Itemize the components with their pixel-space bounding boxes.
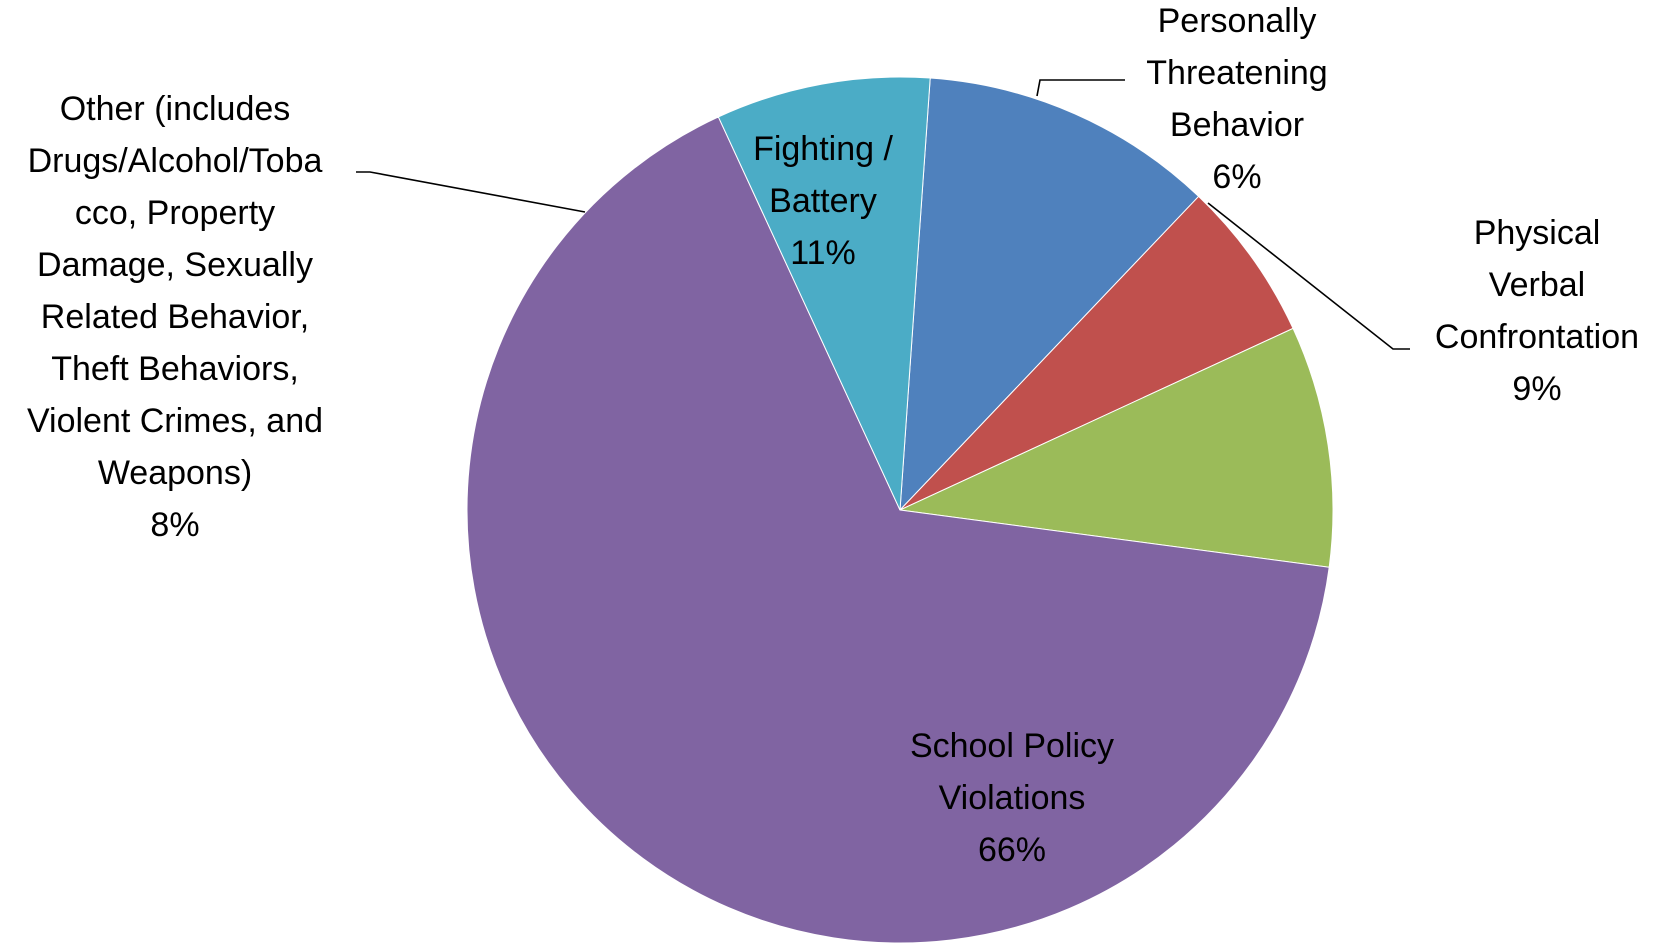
leader-line-4 [356,172,585,212]
slice-category-label: Fighting / [753,130,893,168]
slice-category-label: Verbal [1489,266,1585,304]
slice-category-label: Theft Behaviors, [51,350,299,388]
slice-category-label: cco, Property [75,194,275,232]
leader-line-1 [1037,80,1125,96]
slice-value-label: 66% [978,831,1046,869]
slice-category-label: Violent Crimes, and [27,402,323,440]
slice-category-label: Battery [769,182,877,220]
slice-category-label: Confrontation [1435,318,1639,356]
slice-value-label: 9% [1512,370,1561,408]
slice-category-label: Drugs/Alcohol/Toba [28,142,323,180]
slice-value-label: 6% [1212,158,1261,196]
slice-label-1: Personally Threatening Behavior 6% [1146,2,1327,196]
slice-category-label: Behavior [1170,106,1304,144]
slice-category-label: Violations [939,779,1086,817]
slice-value-label: 8% [150,506,199,544]
slice-category-label: Personally [1158,2,1317,40]
slice-category-label: Physical [1474,214,1601,252]
slice-label-4: Other (includes Drugs/Alcohol/Toba cco, Pr… [27,90,323,544]
slice-value-label: 11% [790,234,856,272]
slice-category-label: Damage, Sexually [37,246,313,284]
slice-label-2: Physical Verbal Confrontation 9% [1435,214,1639,408]
slice-category-label: Weapons) [98,454,252,492]
slice-category-label: Other (includes [60,90,291,128]
slice-category-label: Related Behavior, [41,298,309,336]
slice-category-label: School Policy [910,727,1114,765]
slice-category-label: Threatening [1146,54,1327,92]
pie-slices [467,77,1333,943]
